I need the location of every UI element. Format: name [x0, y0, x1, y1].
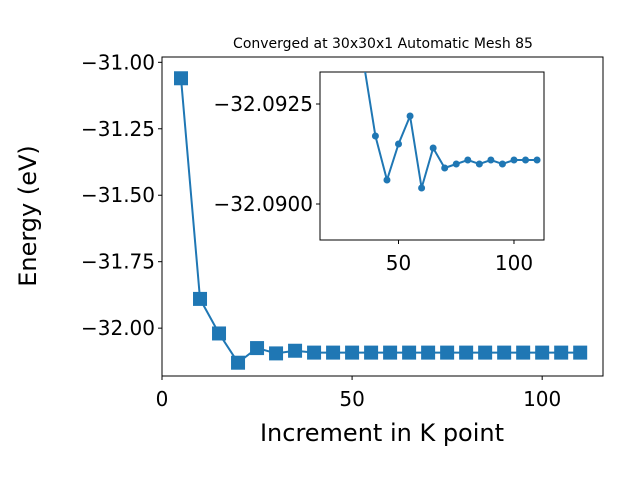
main-data-point [402, 345, 417, 360]
main-data-point [231, 355, 246, 370]
main-y-tick-label: −31.25 [81, 117, 155, 141]
main-data-point [212, 326, 227, 341]
inset-series-line [364, 72, 538, 189]
main-data-point [573, 345, 588, 360]
inset-data-point [498, 160, 506, 168]
inset-data-point [487, 156, 495, 164]
main-data-point [250, 341, 265, 356]
main-data-point [269, 346, 284, 361]
inset-data-point [383, 176, 391, 184]
main-data-point [421, 345, 436, 360]
main-data-point [440, 345, 455, 360]
main-y-tick-label: −31.00 [81, 50, 155, 74]
main-x-tick-label: 50 [339, 387, 364, 411]
inset-data-point [510, 156, 518, 164]
inset-x-tick-label: 50 [386, 251, 411, 275]
main-data-point [459, 345, 474, 360]
inset-data-point [418, 184, 426, 192]
main-x-tick-label: 100 [523, 387, 561, 411]
inset-x-tick-label: 100 [495, 251, 533, 275]
main-data-point [478, 345, 493, 360]
main-data-point [497, 345, 512, 360]
main-x-tick-label: 0 [156, 387, 169, 411]
main-data-point [535, 345, 550, 360]
inset-data-point [464, 156, 472, 164]
inset-data-point [429, 144, 437, 152]
inset-data-point [533, 156, 541, 164]
inset-y-tick-label: −32.0925 [214, 92, 313, 116]
main-data-point [288, 343, 303, 358]
inset-data-point [522, 156, 530, 164]
chart-title: Converged at 30x30x1 Automatic Mesh 85 [233, 36, 533, 52]
main-data-point [326, 345, 341, 360]
main-y-tick-label: −32.00 [81, 316, 155, 340]
main-data-point [307, 345, 322, 360]
main-data-point [364, 345, 379, 360]
main-series-line [180, 78, 581, 365]
main-data-point [383, 345, 398, 360]
inset-y-tick-label: −32.0900 [214, 192, 313, 216]
inset-data-point [395, 140, 403, 148]
inset-data-point [475, 160, 483, 168]
inset-axes-frame [319, 71, 545, 241]
main-data-point [554, 345, 569, 360]
main-y-tick-label: −31.75 [81, 250, 155, 274]
inset-data-point [371, 132, 379, 140]
main-data-point [516, 345, 531, 360]
main-data-point [174, 71, 189, 86]
main-data-point [345, 345, 360, 360]
main-y-tick-label: −31.50 [81, 183, 155, 207]
main-data-point [193, 291, 208, 306]
inset-data-point [452, 160, 460, 168]
x-axis-label: Increment in K point [260, 419, 504, 447]
inset-data-point [441, 164, 449, 172]
inset-plot: 50 100 −32.0925 −32.0900 [214, 71, 545, 275]
y-axis-label: Energy (eV) [14, 145, 42, 287]
inset-data-point [406, 112, 414, 120]
